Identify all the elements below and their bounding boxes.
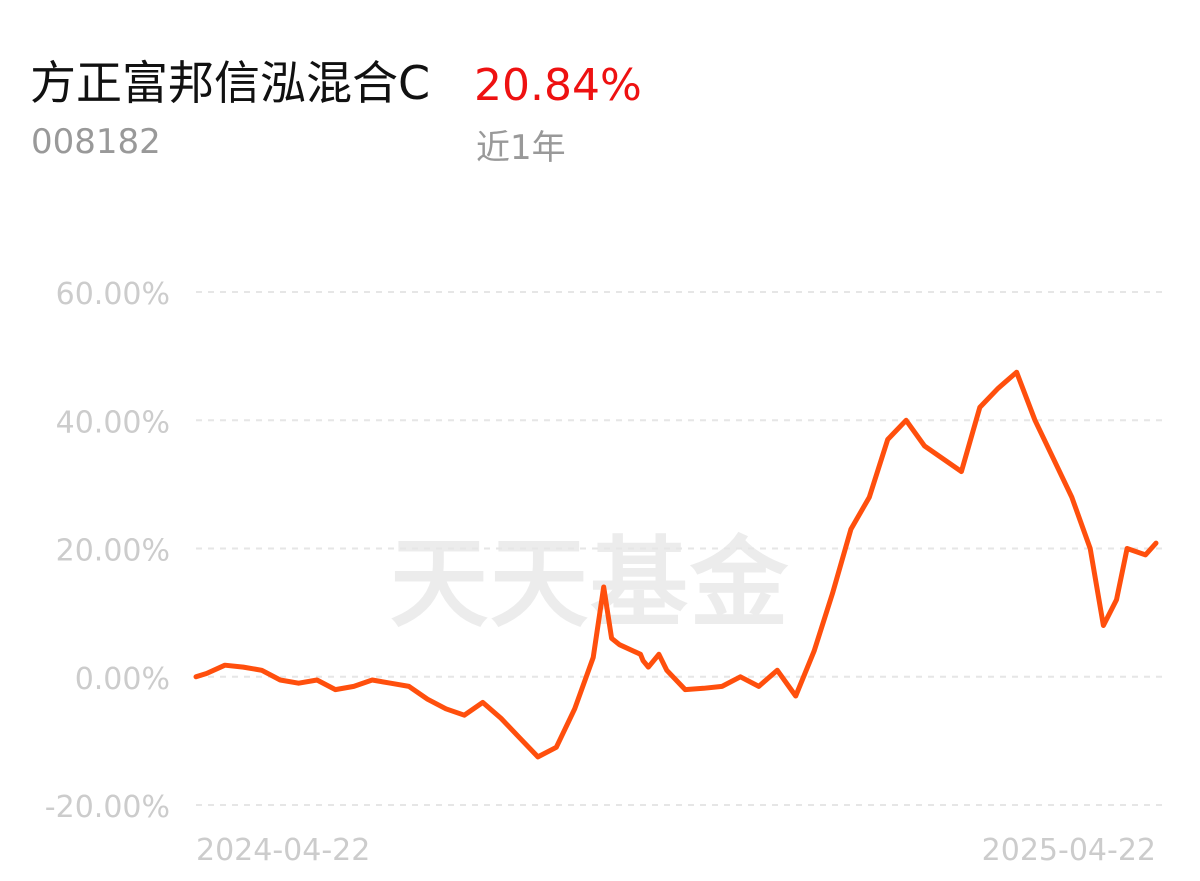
data-point [922,443,927,448]
data-point [609,636,614,641]
data-point [664,668,669,673]
data-point [601,584,606,589]
data-point [720,684,725,689]
data-point [443,706,448,711]
data-point [638,652,643,657]
data-point [1069,495,1074,500]
data-point [885,437,890,442]
data-point [370,677,375,682]
data-point [646,665,651,670]
data-point [1143,552,1148,557]
data-point [351,684,356,689]
data-point [812,649,817,654]
data-point [738,674,743,679]
data-point [1125,546,1130,551]
data-point [1033,418,1038,423]
data-point [775,668,780,673]
data-point [701,686,706,691]
data-point [333,687,338,692]
data-point [959,469,964,474]
data-point [1154,541,1159,546]
data-point [617,642,622,647]
data-point [462,713,467,718]
data-point [591,655,596,660]
data-point [222,663,227,668]
data-point [572,706,577,711]
series-line [193,369,1159,760]
data-point [1088,546,1093,551]
data-point [904,418,909,423]
x-tick-label: 2025-04-22 [982,833,1156,868]
fund-code: 008182 [31,122,161,162]
y-tick-label: 0.00% [75,662,170,697]
data-point [656,652,661,657]
data-point [977,405,982,410]
period-label[interactable]: 近1年 [476,128,566,168]
y-tick-label: 60.00% [56,277,170,312]
watermark: 天天基金 [390,526,791,641]
data-point [499,716,504,721]
data-point [314,677,319,682]
data-point [535,754,540,759]
y-tick-label: 20.00% [56,534,170,569]
data-point [259,668,264,673]
data-point [517,735,522,740]
y-tick-label: -20.00% [45,790,170,825]
data-point [756,684,761,689]
data-point [683,687,688,692]
data-point [1114,597,1119,602]
data-point [296,681,301,686]
data-point [388,681,393,686]
data-point [793,693,798,698]
y-tick-label: 40.00% [56,405,170,440]
data-point [867,495,872,500]
data-point [204,671,209,676]
data-point [554,745,559,750]
data-point [1101,623,1106,628]
data-point [1051,456,1056,461]
data-point [830,591,835,596]
data-point [425,697,430,702]
data-point [278,677,283,682]
data-point [848,527,853,532]
data-point [480,700,485,705]
data-point [1014,370,1019,375]
fund-name: 方正富邦信泓混合C [30,56,431,110]
data-point [996,386,1001,391]
data-point [241,665,246,670]
fund-return: 20.84% [474,60,642,111]
x-tick-label: 2024-04-22 [196,833,370,868]
data-point [194,674,199,679]
data-point [407,684,412,689]
data-point [641,658,646,663]
